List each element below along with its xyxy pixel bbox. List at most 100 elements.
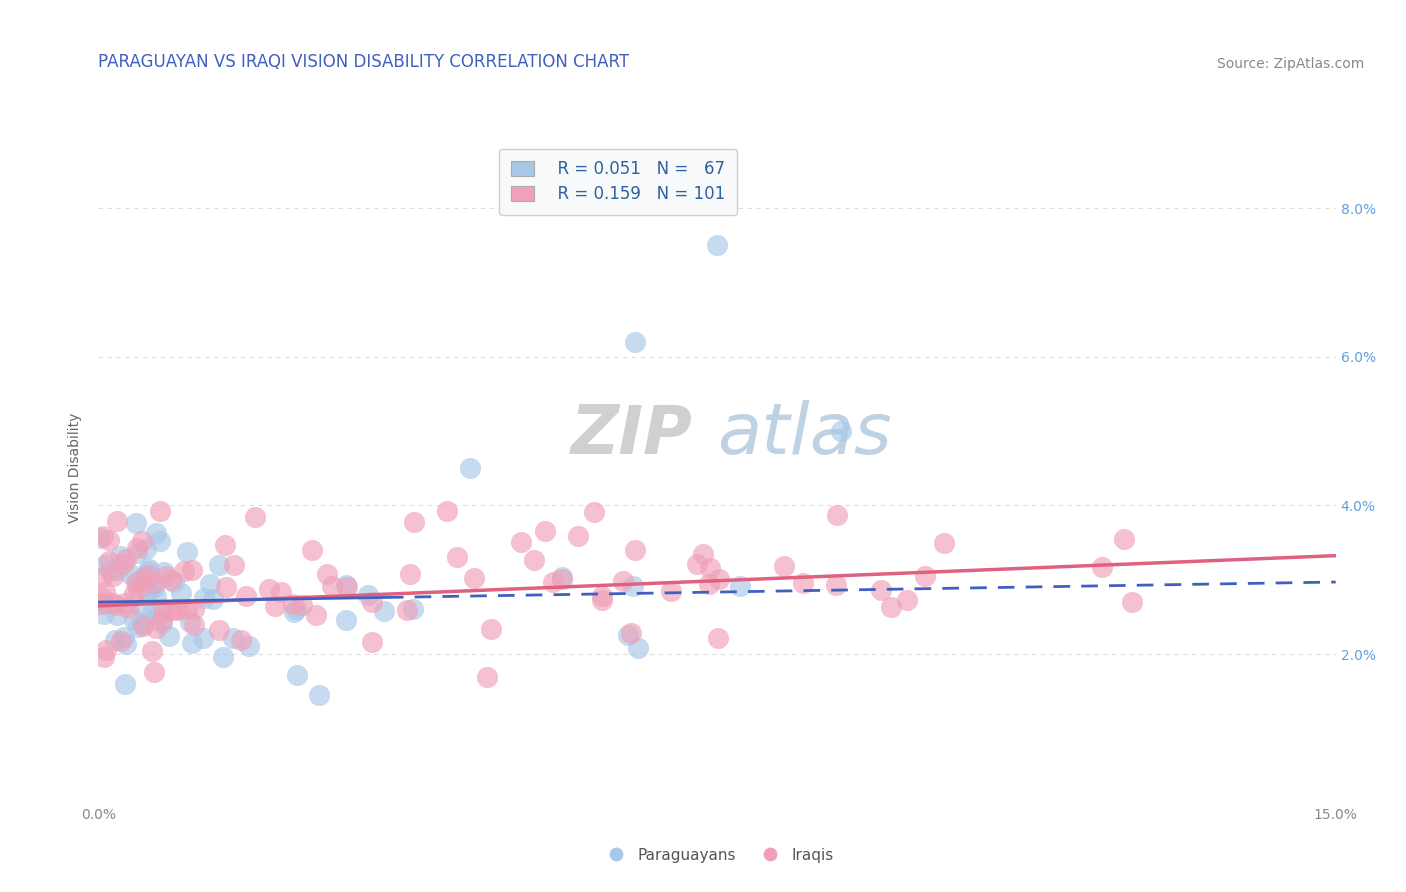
Point (150, 615, 173, 630)
Point (567, 529, 589, 543)
Point (283, 605, 305, 619)
Point (136, 585, 159, 599)
Point (335, 613, 357, 627)
Point (181, 636, 204, 650)
Point (291, 598, 314, 612)
Point (114, 676, 136, 690)
Point (153, 565, 176, 579)
Point (145, 590, 167, 604)
Point (285, 601, 308, 615)
Point (127, 582, 149, 597)
Point (193, 632, 215, 646)
Point (141, 607, 163, 621)
Point (107, 562, 129, 576)
Point (308, 688, 330, 702)
Point (143, 665, 166, 679)
Point (131, 533, 153, 548)
Point (398, 566, 420, 581)
Point (198, 577, 221, 591)
Point (165, 602, 187, 616)
Point (131, 600, 153, 615)
Point (201, 592, 224, 607)
Point (697, 577, 720, 591)
Point (222, 631, 245, 645)
Point (163, 574, 186, 589)
Point (89, 531, 111, 545)
Point (914, 569, 936, 583)
Point (301, 543, 323, 558)
Point (97, 554, 120, 568)
Point (591, 592, 613, 607)
Point (93, 529, 115, 543)
Point (830, 424, 852, 438)
Point (135, 542, 157, 557)
Point (479, 622, 502, 636)
Point (122, 587, 145, 601)
Point (361, 635, 384, 649)
Point (357, 588, 380, 602)
Point (792, 576, 814, 591)
Point (118, 566, 141, 581)
Point (699, 561, 721, 575)
Point (686, 557, 709, 571)
Point (132, 618, 155, 632)
Point (150, 613, 173, 627)
Point (183, 602, 205, 616)
Point (170, 586, 193, 600)
Point (193, 591, 215, 606)
Point (659, 583, 682, 598)
Point (183, 618, 205, 632)
Point (104, 632, 127, 647)
Point (396, 603, 419, 617)
Point (114, 596, 136, 610)
Point (238, 639, 260, 653)
Text: Source: ZipAtlas.com: Source: ZipAtlas.com (1216, 57, 1364, 71)
Point (145, 525, 167, 540)
Point (93, 597, 115, 611)
Point (152, 606, 174, 620)
Point (101, 568, 124, 582)
Point (136, 565, 159, 579)
Point (446, 549, 468, 564)
Point (870, 582, 893, 597)
Point (215, 580, 238, 594)
Point (264, 599, 287, 614)
Point (180, 564, 202, 578)
Point (212, 649, 235, 664)
Y-axis label: Vision Disability: Vision Disability (69, 413, 83, 524)
Point (148, 607, 170, 621)
Point (127, 541, 149, 556)
Point (1114, 532, 1136, 546)
Point (336, 580, 359, 594)
Point (91, 570, 114, 584)
Point (132, 570, 155, 584)
Point (551, 572, 574, 586)
Point (132, 572, 155, 586)
Point (621, 579, 644, 593)
Point (270, 585, 292, 599)
Point (510, 535, 533, 549)
Point (166, 603, 188, 617)
Point (436, 504, 458, 518)
Point (591, 589, 613, 603)
Point (131, 616, 153, 631)
Point (125, 576, 148, 591)
Point (160, 603, 183, 617)
Point (627, 640, 650, 655)
Point (91, 591, 114, 606)
Point (551, 570, 574, 584)
Point (176, 601, 198, 615)
Point (706, 238, 728, 252)
Point (235, 589, 257, 603)
Point (825, 577, 848, 591)
Point (111, 557, 134, 571)
Point (373, 604, 395, 618)
Point (143, 580, 166, 594)
Point (141, 643, 163, 657)
Point (94, 584, 117, 599)
Point (707, 572, 730, 586)
Point (105, 598, 128, 612)
Point (179, 615, 201, 629)
Point (773, 558, 796, 573)
Point (138, 562, 160, 576)
